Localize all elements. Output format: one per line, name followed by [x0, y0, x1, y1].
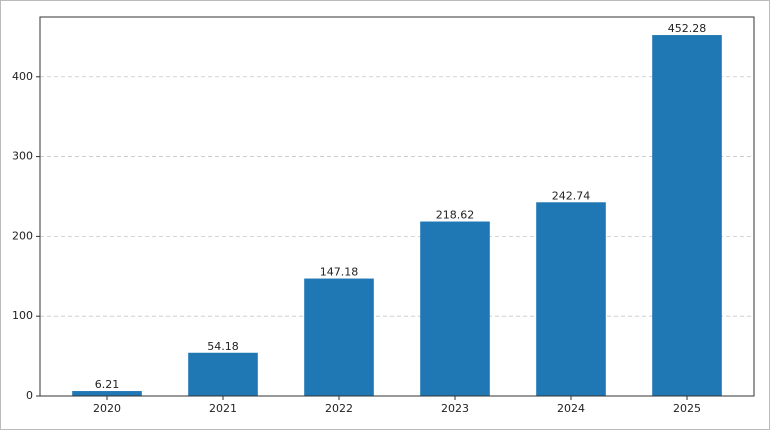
x-tick-label: 2022	[325, 402, 353, 415]
y-tick-label: 200	[12, 229, 33, 242]
x-tick-label: 2021	[209, 402, 237, 415]
bar	[72, 391, 142, 396]
bar	[420, 221, 490, 396]
value-label: 54.18	[207, 340, 239, 353]
y-tick-label: 300	[12, 150, 33, 163]
plot-area	[39, 16, 755, 397]
value-label: 6.21	[95, 378, 120, 391]
bar	[652, 35, 722, 396]
bar	[304, 278, 374, 396]
y-tick-label: 400	[12, 70, 33, 83]
y-tick-label: 0	[26, 389, 33, 402]
value-label: 242.74	[552, 189, 591, 202]
bar	[188, 352, 258, 396]
y-tick-label: 100	[12, 309, 33, 322]
value-label: 218.62	[436, 209, 475, 222]
x-tick-label: 2025	[673, 402, 701, 415]
x-tick-label: 2023	[441, 402, 469, 415]
value-label: 452.28	[668, 22, 707, 35]
value-label: 147.18	[320, 266, 359, 279]
bar	[536, 202, 606, 396]
x-tick-label: 2020	[93, 402, 121, 415]
x-tick-label: 2024	[557, 402, 585, 415]
